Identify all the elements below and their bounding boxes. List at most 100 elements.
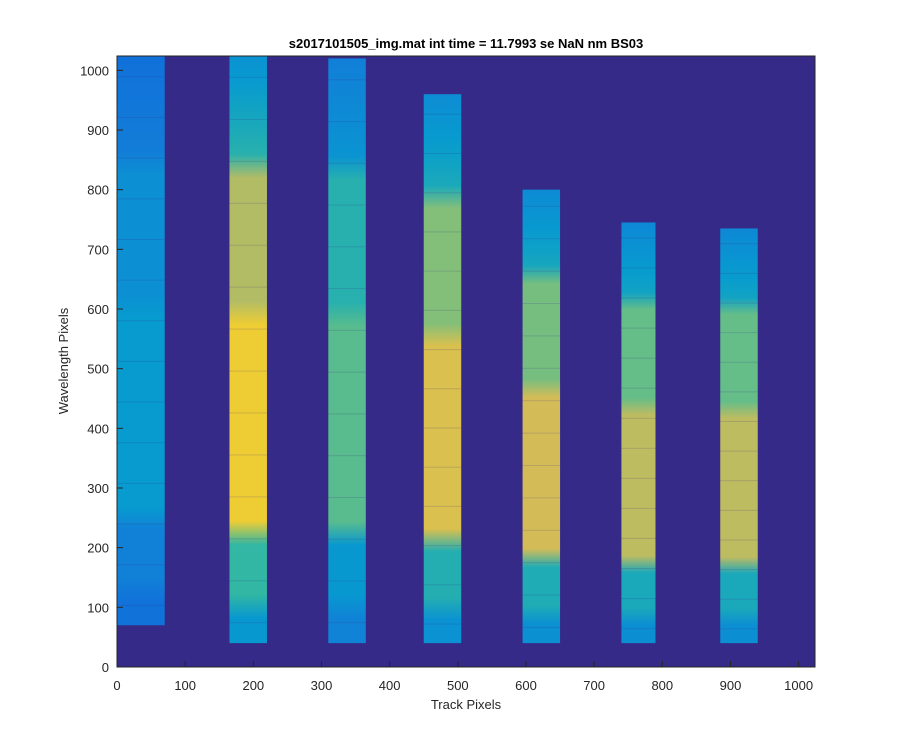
- x-tick-label: 400: [379, 678, 401, 693]
- track-striation: [328, 580, 366, 582]
- track-striation: [522, 238, 561, 240]
- heatmap-track-2: [229, 56, 267, 644]
- x-tick-label: 800: [651, 678, 673, 693]
- track-striation: [229, 76, 267, 78]
- track-striation: [328, 204, 366, 206]
- track-striation: [621, 267, 656, 269]
- y-tick-label: 400: [87, 421, 109, 436]
- x-tick-label: 500: [447, 678, 469, 693]
- track-striation: [522, 432, 561, 434]
- track-striation: [621, 387, 656, 389]
- track-striation: [117, 116, 165, 118]
- track-striation: [621, 628, 656, 630]
- x-tick-label: 300: [311, 678, 333, 693]
- track-striation: [720, 332, 758, 334]
- track-striation: [522, 335, 561, 337]
- x-tick-label: 0: [113, 678, 120, 693]
- track-striation: [621, 507, 656, 509]
- track-striation: [117, 523, 165, 525]
- track-striation: [423, 113, 462, 115]
- heatmap-track-4: [423, 94, 462, 644]
- track-striation: [229, 118, 267, 120]
- x-tick-label: 100: [174, 678, 196, 693]
- track-striation: [328, 538, 366, 540]
- track-striation: [328, 371, 366, 373]
- y-tick-label: 500: [87, 362, 109, 377]
- track-striation: [117, 157, 165, 159]
- track-striation: [720, 243, 758, 245]
- track-striation: [621, 568, 656, 570]
- track-striation: [328, 455, 366, 457]
- track-striation: [720, 450, 758, 452]
- y-axis-label: Wavelength Pixels: [56, 307, 71, 414]
- heatmap-track-3: [328, 58, 366, 644]
- track-striation: [328, 246, 366, 248]
- track-striation: [117, 198, 165, 200]
- track-striation: [522, 400, 561, 402]
- track-striation: [328, 622, 366, 624]
- track-striation: [522, 205, 561, 207]
- track-striation: [117, 360, 165, 362]
- track-striation: [621, 477, 656, 479]
- x-tick-label: 600: [515, 678, 537, 693]
- y-tick-label: 800: [87, 183, 109, 198]
- x-tick-label: 900: [720, 678, 742, 693]
- y-tick-label: 600: [87, 302, 109, 317]
- track-striation: [423, 623, 462, 625]
- track-striation: [621, 237, 656, 239]
- track-striation: [720, 628, 758, 630]
- track-striation: [720, 480, 758, 482]
- track-striation: [328, 496, 366, 498]
- track-striation: [621, 598, 656, 600]
- heatmap-track-6: [621, 222, 656, 644]
- track-striation: [720, 509, 758, 511]
- track-striation: [720, 420, 758, 422]
- track-striation: [522, 562, 561, 564]
- chart-title: s2017101505_img.mat int time = 11.7993 s…: [289, 36, 643, 51]
- track-striation: [621, 297, 656, 299]
- track-striation: [522, 464, 561, 466]
- track-striation: [117, 320, 165, 322]
- track-striation: [229, 622, 267, 624]
- track-striation: [621, 357, 656, 359]
- track-striation: [423, 192, 462, 194]
- track-striation: [117, 482, 165, 484]
- track-striation: [328, 162, 366, 164]
- track-striation: [522, 270, 561, 272]
- track-striation: [621, 417, 656, 419]
- heatmap-track-7: [720, 228, 758, 644]
- track-striation: [423, 349, 462, 351]
- x-tick-label: 700: [583, 678, 605, 693]
- track-striation: [423, 466, 462, 468]
- track-striation: [229, 580, 267, 582]
- track-striation: [720, 361, 758, 363]
- track-striation: [328, 329, 366, 331]
- track-striation: [522, 529, 561, 531]
- track-striation: [328, 79, 366, 81]
- track-striation: [229, 454, 267, 456]
- y-tick-label: 300: [87, 481, 109, 496]
- track-striation: [229, 202, 267, 204]
- track-striation: [522, 497, 561, 499]
- track-striation: [328, 288, 366, 290]
- track-striation: [423, 153, 462, 155]
- heatmap-track-5: [522, 189, 561, 644]
- track-striation: [423, 388, 462, 390]
- track-striation: [522, 367, 561, 369]
- track-striation: [621, 447, 656, 449]
- x-tick-label: 200: [242, 678, 264, 693]
- track-striation: [117, 564, 165, 566]
- track-striation: [423, 545, 462, 547]
- y-tick-label: 100: [87, 600, 109, 615]
- track-striation: [117, 238, 165, 240]
- heatmap-tracks: [117, 56, 758, 644]
- track-striation: [229, 286, 267, 288]
- track-striation: [117, 604, 165, 606]
- track-striation: [117, 401, 165, 403]
- track-striation: [328, 413, 366, 415]
- track-striation: [423, 584, 462, 586]
- track-striation: [423, 427, 462, 429]
- track-striation: [720, 539, 758, 541]
